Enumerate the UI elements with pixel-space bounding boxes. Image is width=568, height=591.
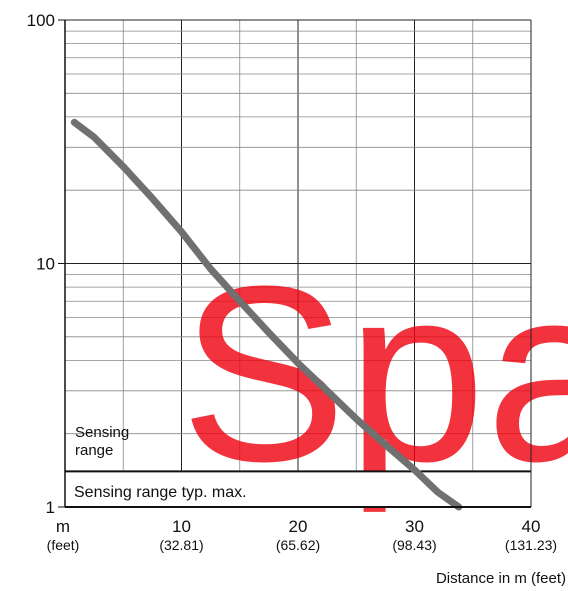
plot-frame (58, 19, 532, 508)
x-axis-label: Distance in m (feet) (436, 570, 566, 587)
x-tick-label: m (56, 517, 70, 536)
x-tick-label: 20 (289, 517, 308, 536)
x-tick-label: 30 (405, 517, 424, 536)
watermark-text: Spa (180, 234, 568, 513)
x-tick-labels: m(feet) 10(32.81) 20(65.62) 30(98.43) 40(131… (47, 517, 557, 553)
chart-grid (65, 20, 531, 507)
x-tick-sublabel: (131.23) (505, 537, 557, 553)
annotation-sensing-line1: Sensing (75, 424, 129, 441)
y-tick-labels: 1 10 100 (27, 11, 55, 517)
y-tick-label: 1 (46, 498, 55, 517)
x-tick-sublabel: (feet) (47, 537, 80, 553)
annotation-sensing-max: Sensing range typ. max. (74, 484, 247, 501)
x-tick-sublabel: (98.43) (392, 537, 436, 553)
x-tick-sublabel: (65.62) (276, 537, 320, 553)
y-tick-label: 100 (27, 11, 55, 30)
series-line (70, 118, 463, 511)
y-tick-label: 10 (36, 255, 55, 274)
x-tick-label: 10 (172, 517, 191, 536)
reference-band (65, 470, 531, 507)
annotation-sensing-line2: range (75, 442, 113, 459)
x-tick-sublabel: (32.81) (159, 537, 203, 553)
x-tick-label: 40 (522, 517, 541, 536)
